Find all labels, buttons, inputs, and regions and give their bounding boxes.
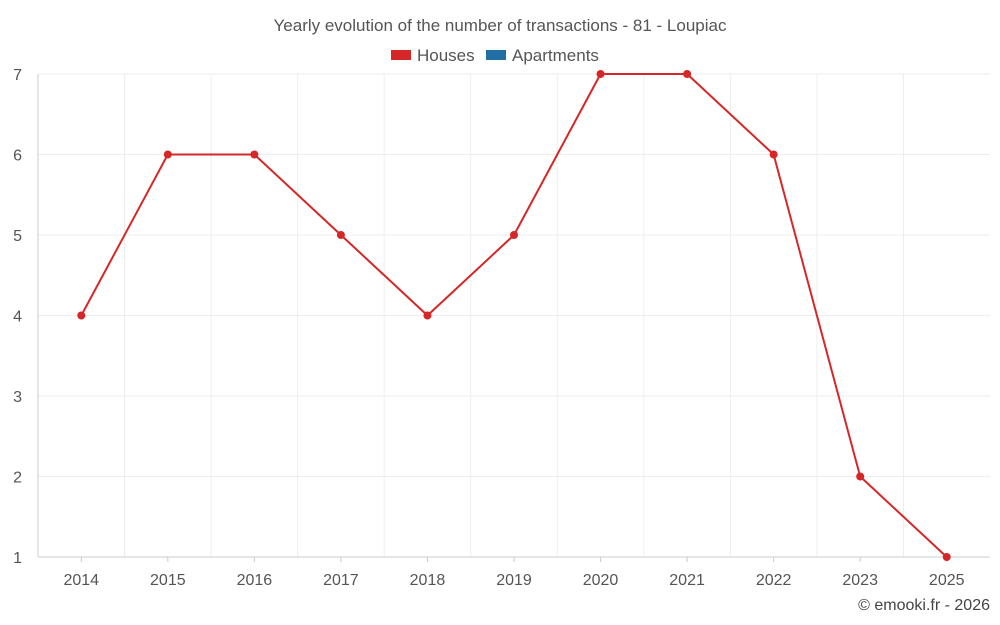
x-tick-label: 2025 [929,572,965,589]
data-point-houses-2014[interactable] [77,311,86,320]
y-tick-label: 2 [13,470,22,487]
data-point-houses-2025[interactable] [942,553,951,561]
x-tick-label: 2020 [583,572,619,589]
y-tick-label: 5 [13,228,22,245]
x-tick-label: 2023 [842,572,878,589]
data-point-houses-2023[interactable] [856,472,865,481]
data-point-houses-2019[interactable] [510,231,518,239]
x-tick-label: 2016 [237,572,273,589]
y-axis-ticks: 1 2 3 4 5 6 7 [13,67,22,567]
legend-item-houses[interactable]: Houses [391,46,475,65]
data-point-houses-2021[interactable] [683,70,692,78]
y-tick-label: 1 [13,550,22,567]
data-point-houses-2017[interactable] [336,231,345,239]
data-point-houses-2016[interactable] [250,150,259,159]
x-tick-label: 2022 [756,572,792,589]
x-tick-label: 2017 [323,572,359,589]
series-houses [77,70,951,561]
data-point-houses-2022[interactable] [769,150,778,159]
data-point-houses-2020[interactable] [596,70,605,78]
x-tick-label: 2019 [496,572,532,589]
x-axis-ticks: 2014 2015 2016 2017 2018 2019 2020 2021 2022 2023… [63,557,965,589]
legend-swatch-houses [391,50,411,60]
data-point-houses-2015[interactable] [163,150,172,159]
y-tick-label: 7 [13,67,22,84]
data-point-houses-2018[interactable] [423,311,432,320]
x-tick-label: 2015 [150,572,186,589]
legend-label-apartments: Apartments [512,46,599,65]
legend: Houses Apartments [391,46,599,65]
legend-swatch-apartments [486,50,506,60]
y-tick-label: 3 [13,389,22,406]
x-tick-label: 2014 [63,572,99,589]
x-tick-label: 2021 [669,572,705,589]
legend-label-houses: Houses [417,46,475,65]
y-tick-label: 6 [13,148,22,165]
x-tick-label: 2018 [410,572,446,589]
grid [38,73,990,557]
chart-title: Yearly evolution of the number of transa… [274,16,727,35]
legend-item-apartments[interactable]: Apartments [486,46,599,65]
credit-text: © emooki.fr - 2026 [858,597,990,614]
y-tick-label: 4 [13,309,22,326]
